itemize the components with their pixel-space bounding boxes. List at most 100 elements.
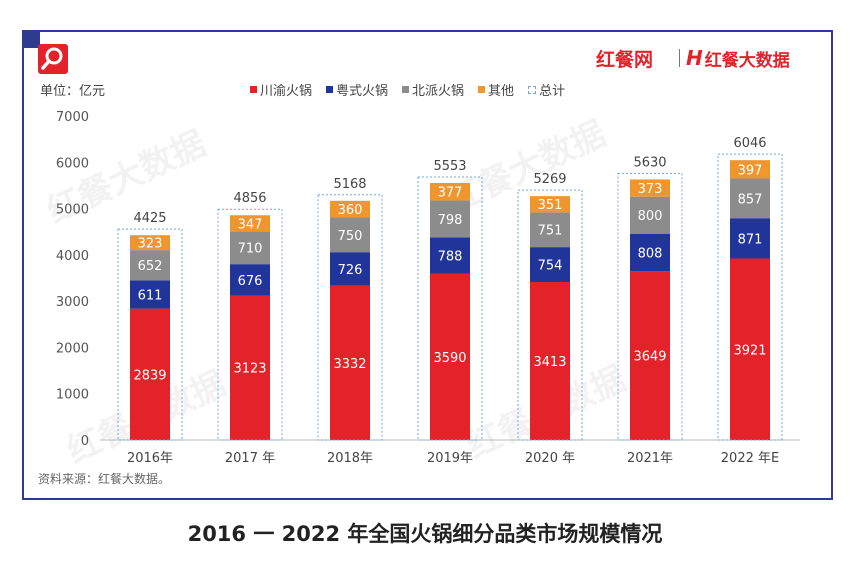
brand-divider [679,49,680,67]
legend-label-beipai: 北派火锅 [412,84,465,99]
legend-swatch-yueshi [326,86,334,93]
bar-segment [430,273,470,440]
y-tick-label: 0 [81,434,89,449]
y-tick-label: 7000 [56,110,89,125]
chart-legend: 川渝火锅 粤式火锅 北派火锅 其他 总计 [250,80,565,99]
data-label: 3332 [333,357,366,372]
y-tick-label: 6000 [56,156,89,171]
data-label: 397 [738,163,763,178]
total-outline [717,153,783,441]
bar-segment [530,282,570,440]
data-label: 754 [538,259,563,274]
data-label: 788 [438,250,463,265]
y-tick-label: 5000 [56,203,89,218]
bar-segment [330,200,370,218]
total-label: 5553 [433,159,466,174]
x-tick-label: 2021年 [627,451,673,466]
bar-segment [730,178,770,219]
total-outline [217,208,283,441]
bar-segment [130,308,170,440]
data-label: 2839 [133,368,166,383]
total-outline [317,194,383,441]
source-note: 资料来源：红餐大数据。 [38,472,171,486]
data-label: 751 [538,224,563,239]
legend-item-yueshi: 粤式火锅 [326,80,388,99]
data-label: 3590 [433,351,466,366]
data-label: 611 [138,288,163,303]
data-label: 857 [738,192,763,207]
legend-item-beipai: 北派火锅 [402,80,464,99]
data-label: 3649 [633,350,666,365]
total-label: 6046 [733,136,766,151]
data-label: 3413 [533,355,566,370]
data-label: 652 [138,259,163,274]
total-label: 4425 [133,211,166,226]
data-label: 323 [138,237,163,252]
data-label: 373 [638,182,663,197]
total-label: 5630 [633,155,666,170]
total-label: 4856 [233,191,266,206]
data-label: 750 [338,229,363,244]
data-label: 360 [338,203,363,218]
legend-swatch-other [478,86,486,93]
y-tick-label: 2000 [56,341,89,356]
legend-label-other: 其他 [488,84,515,99]
data-label: 800 [638,209,663,224]
legend-label-total: 总计 [539,84,566,99]
total-outline [417,176,483,441]
x-tick-label: 2016年 [127,451,173,466]
data-label: 798 [438,213,463,228]
bar-segment [130,250,170,281]
y-tick-label: 1000 [56,388,89,403]
brand-logo-hongcanwang: 红餐网 [596,48,654,71]
bar-segment [330,252,370,286]
total-outline [517,189,583,441]
bar-segment [630,233,670,272]
x-tick-label: 2020 年 [525,451,575,466]
bar-segment [530,212,570,248]
bar-segment [230,215,270,232]
brand-secondary-text: 红餐大数据 [704,50,790,71]
legend-label-chuanyu: 川渝火锅 [260,84,313,99]
bar-segment [130,235,170,251]
bar-segment [730,258,770,440]
legend-item-total: 总计 [528,80,565,99]
bar-segment [630,196,670,234]
data-label: 351 [538,198,563,213]
bar-segment [630,271,670,440]
chart-caption: 2016 一 2022 年全国火锅细分品类市场规模情况 [187,522,663,546]
data-label: 808 [638,246,663,261]
total-outline [617,172,683,441]
x-tick-label: 2019年 [427,451,473,466]
total-outline [117,228,183,441]
brand-logo-hongcan-data: H 红餐大数据 [686,46,790,71]
bar-segment [730,218,770,259]
corner-decoration [22,30,40,48]
bar-segment [230,231,270,265]
data-label: 871 [738,232,763,247]
bar-segment [730,160,770,179]
bar-segment [530,247,570,283]
brand-h-icon: H [686,46,703,70]
y-tick-label: 4000 [56,249,89,264]
legend-swatch-chuanyu [250,86,257,93]
bar-segment [630,179,670,197]
legend-swatch-beipai [402,86,410,93]
unit-label: 单位：亿元 [40,84,106,99]
bar-segment [230,295,270,440]
chart-frame [22,30,833,500]
data-label: 3123 [233,362,266,377]
data-label: 710 [238,242,263,257]
legend-item-chuanyu: 川渝火锅 [250,80,312,99]
legend-label-yueshi: 粤式火锅 [336,84,389,99]
legend-swatch-total [528,85,537,94]
data-label: 3921 [733,343,766,358]
x-tick-label: 2017 年 [225,451,275,466]
x-tick-label: 2018年 [327,451,373,466]
bar-segment [430,200,470,238]
data-label: 377 [438,186,463,201]
bar-segment [530,196,570,213]
data-label: 726 [338,263,363,278]
bar-segment [130,280,170,309]
